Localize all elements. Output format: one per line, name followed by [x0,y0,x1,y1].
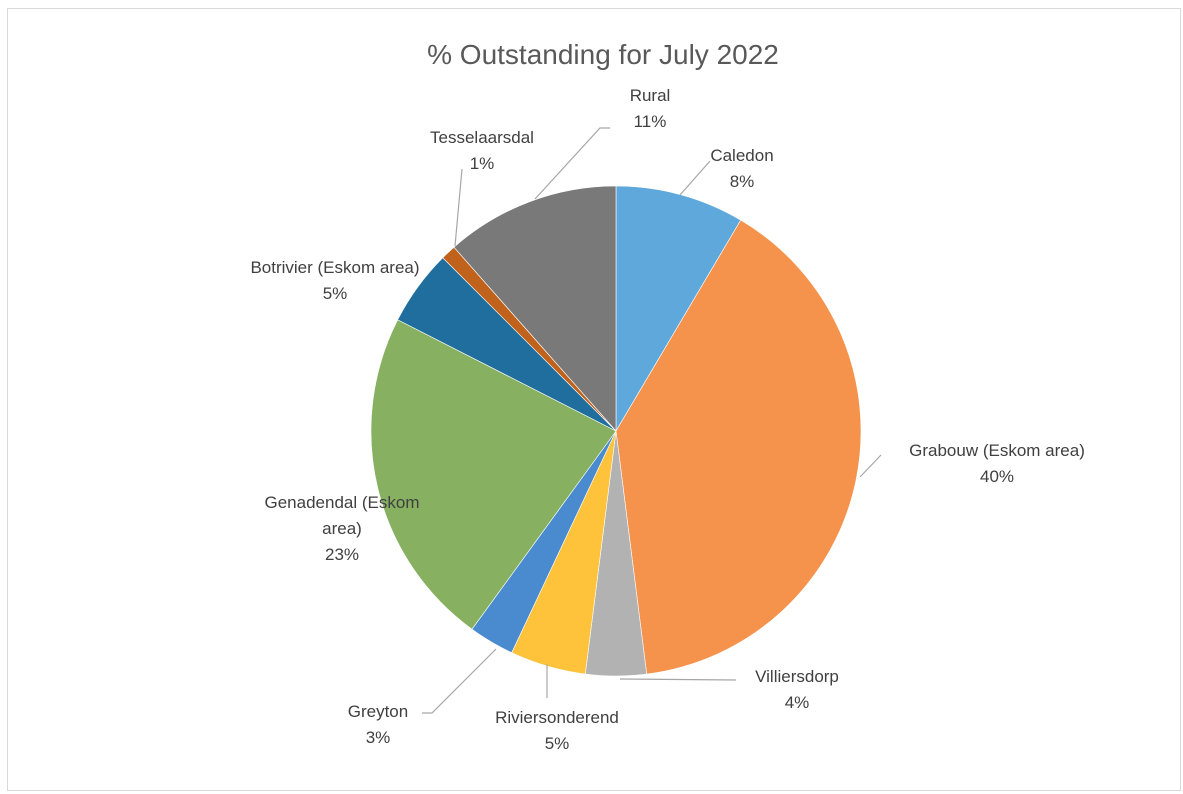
data-label-line: Riviersonderend [495,708,619,727]
data-labels: Caledon 8% Grabouw (Eskom area) 40% Villiers… [250,86,1084,753]
leader-line-greyton [422,648,497,714]
data-label-line: 8% [730,172,755,191]
chart-title: % Outstanding for July 2022 [427,39,779,70]
data-label-line: area) [322,519,362,538]
data-label-line: 5% [323,284,348,303]
data-label-line: 3% [366,728,391,747]
leader-line-grabouw-eskom-area [859,454,882,478]
data-label-line: Grabouw (Eskom area) [909,441,1085,460]
chart-frame: % Outstanding for July 2022 Caledon 8% Gra… [7,8,1181,791]
pie-slice-grabouw-eskom-area [615,219,862,675]
leader-lines [422,127,882,714]
data-label-tesselaarsdal: Tesselaarsdal 1% [430,128,534,173]
pie-slices [370,185,862,677]
data-label-line: 1% [470,154,495,173]
data-label-genadendal-eskom-area: Genadendal (Eskom area) 23% [265,493,420,564]
pie-slice-rural [453,185,617,432]
data-label-grabouw-eskom-area: Grabouw (Eskom area) 40% [909,441,1085,486]
data-label-rural: Rural 11% [630,86,671,131]
data-label-line: 40% [980,467,1014,486]
leader-line-tesselaarsdal [454,168,463,247]
data-label-line: Greyton [348,702,408,721]
leader-line-rural [534,127,610,200]
leader-line-villiersdorp [619,678,737,681]
data-label-riviersonderend: Riviersonderend 5% [495,708,619,753]
data-label-caledon: Caledon 8% [710,146,773,191]
data-label-line: 5% [545,734,570,753]
data-label-botrivier-eskom-area: Botrivier (Eskom area) 5% [250,258,419,303]
data-label-greyton: Greyton 3% [348,702,408,747]
data-label-line: 23% [325,545,359,564]
data-label-line: 11% [634,112,667,131]
data-label-line: 4% [785,693,810,712]
data-label-line: Villiersdorp [755,667,839,686]
data-label-line: Tesselaarsdal [430,128,534,147]
data-label-line: Rural [630,86,671,105]
data-label-line: Genadendal (Eskom [265,493,420,512]
data-label-line: Caledon [710,146,773,165]
data-label-villiersdorp: Villiersdorp 4% [755,667,839,712]
pie-slice-genadendal-eskom-area [370,319,617,630]
leader-line-caledon [679,160,711,196]
data-label-line: Botrivier (Eskom area) [250,258,419,277]
pie-chart: % Outstanding for July 2022 Caledon 8% Gra… [250,39,1084,753]
